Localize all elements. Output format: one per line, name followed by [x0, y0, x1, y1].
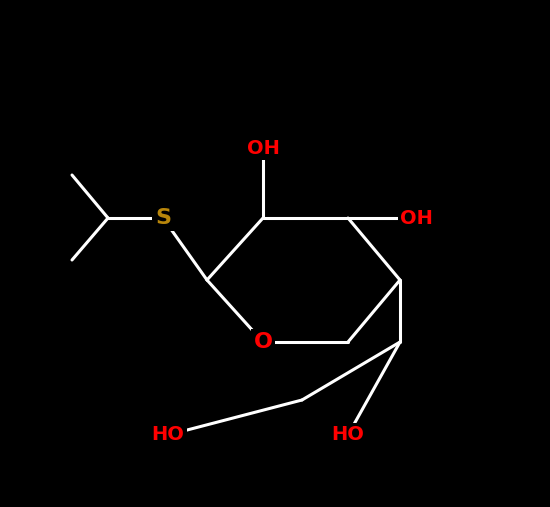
- Text: HO: HO: [152, 425, 184, 445]
- Text: OH: OH: [246, 138, 279, 158]
- Text: O: O: [254, 332, 272, 352]
- Text: OH: OH: [400, 208, 433, 228]
- Text: S: S: [155, 208, 171, 228]
- Text: HO: HO: [332, 425, 365, 445]
